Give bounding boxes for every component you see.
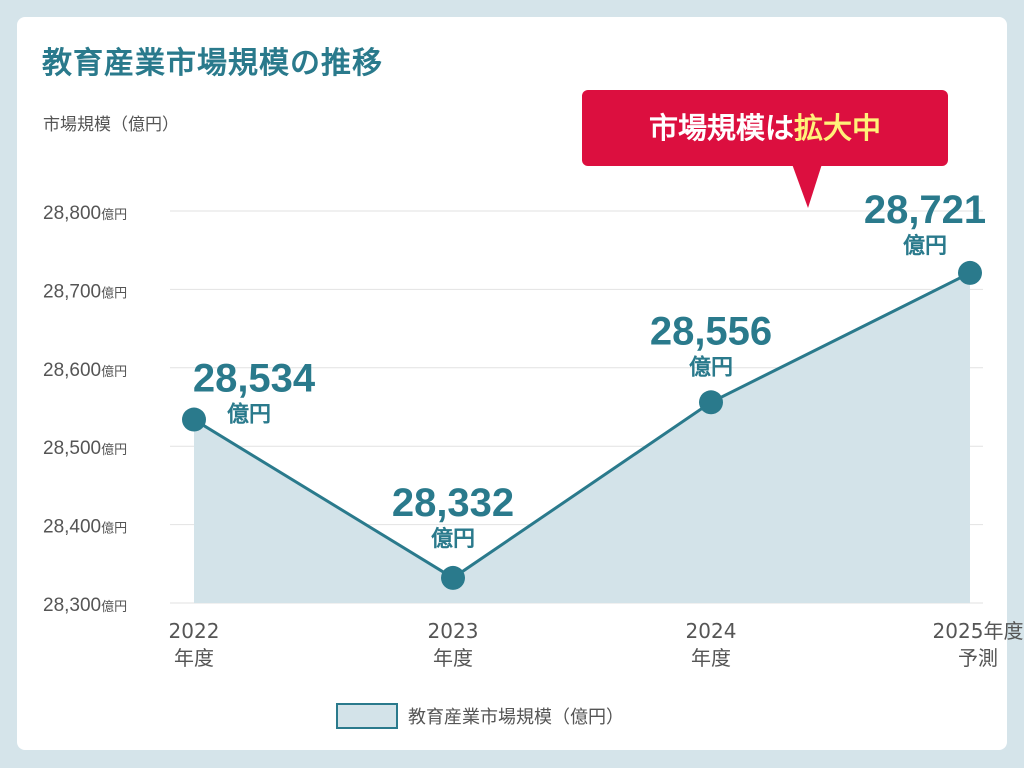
data-point <box>441 565 465 590</box>
area-fill <box>194 272 970 603</box>
y-tick-label: 28,300億円 <box>43 595 127 616</box>
callout-bubble: 市場規模は拡大中 <box>582 90 948 166</box>
x-tick-label: 予測 <box>958 646 998 670</box>
x-tick-label: 2023 <box>428 619 479 643</box>
y-tick-label: 28,800億円 <box>43 203 127 224</box>
y-tick-label: 28,700億円 <box>43 281 127 302</box>
data-point <box>182 407 206 432</box>
x-tick-label: 年度 <box>691 646 731 670</box>
data-label: 28,332 <box>392 481 514 525</box>
data-label-unit: 億円 <box>903 233 947 259</box>
x-tick-label: 年度 <box>433 646 473 670</box>
data-label: 28,721 <box>864 188 986 232</box>
y-tick-label: 28,600億円 <box>43 360 127 381</box>
data-label-unit: 億円 <box>227 402 271 428</box>
x-tick-label: 2024 <box>686 619 737 643</box>
y-tick-label: 28,400億円 <box>43 517 127 538</box>
legend-label: 教育産業市場規模（億円） <box>408 707 624 728</box>
data-label: 28,534 <box>193 357 316 401</box>
legend: 教育産業市場規模（億円） <box>336 703 624 729</box>
y-tick-label: 28,500億円 <box>43 438 127 459</box>
x-tick-label: 2025年度 <box>933 619 1024 643</box>
data-label-unit: 億円 <box>431 526 475 552</box>
x-tick-label: 2022 <box>169 619 220 643</box>
legend-swatch <box>336 703 398 729</box>
callout-text: 市場規模は <box>648 111 794 145</box>
x-tick-label: 年度 <box>174 646 214 670</box>
data-label: 28,556 <box>650 309 772 353</box>
data-point <box>699 390 723 415</box>
y-axis-label: 市場規模（億円） <box>43 115 179 135</box>
chart-title: 教育産業市場規模の推移 <box>42 46 383 81</box>
series-line <box>193 271 971 580</box>
data-point <box>958 260 982 285</box>
callout-highlight: 拡大中 <box>794 111 882 145</box>
data-label-unit: 億円 <box>689 354 733 380</box>
